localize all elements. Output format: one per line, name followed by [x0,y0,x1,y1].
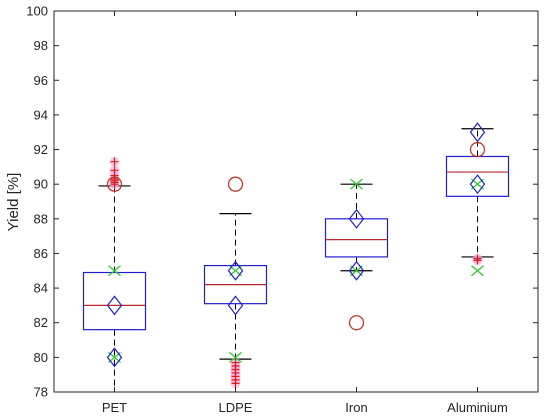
plot-area [82,122,510,392]
y-axis-label: Yield [%] [5,173,22,232]
box-iqr [324,218,389,258]
outlier-point [473,256,482,265]
y-tick-label: 82 [34,315,48,330]
x-tick-label: LDPE [219,400,253,415]
x-marker [229,351,242,363]
y-tick-label: 92 [34,142,48,157]
x-tick-label: Iron [345,400,367,415]
outlier-point [110,157,119,166]
diamond-marker [348,260,365,281]
y-tick-label: 84 [34,281,48,296]
outlier-point [231,379,240,388]
y-tick-label: 88 [34,211,48,226]
diamond-marker [469,122,486,143]
x-marker [350,178,363,190]
y-tick-label: 96 [34,73,48,88]
x-marker [108,265,121,277]
y-tick-label: 98 [34,38,48,53]
diamond-marker [227,295,244,316]
x-axis: PET LDPE Iron Aluminium [102,11,508,415]
y-tick-label: 90 [34,177,48,192]
diamond-marker [469,174,486,195]
diamond-marker [348,208,365,229]
box-iqr [445,155,510,197]
circle-marker [106,176,123,192]
y-tick-label: 80 [34,350,48,365]
outlier-point [110,166,119,175]
y-tick-label: 78 [34,385,48,400]
box-group-ldpe [203,213,268,389]
x-tick-label: PET [102,400,127,415]
diamond-marker [106,295,123,316]
circle-marker [348,315,365,331]
x-tick-label: Aluminium [447,400,508,415]
diamond-marker [227,260,244,281]
y-tick-label: 100 [26,4,48,19]
box-group-aluminium [445,128,510,266]
diamond-marker [106,347,123,368]
box-iqr [82,271,147,331]
circle-marker [469,141,486,158]
plot-frame [53,10,539,393]
y-axis: 78 80 82 84 86 88 90 92 94 96 98 100 [26,4,538,400]
y-tick-label: 94 [34,107,48,122]
x-marker [471,265,484,277]
circle-marker [227,176,244,192]
y-tick-label: 86 [34,246,48,261]
